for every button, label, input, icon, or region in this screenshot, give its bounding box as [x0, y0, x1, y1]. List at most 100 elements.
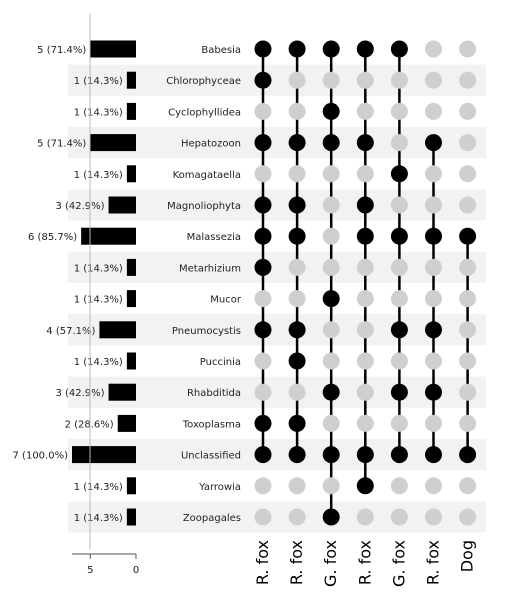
membership-dot-present — [322, 40, 340, 58]
membership-dot-absent — [356, 352, 374, 370]
set-size-label: 3 (42.9%) — [55, 201, 104, 212]
membership-dot-absent — [425, 477, 442, 495]
membership-dot-absent — [288, 71, 306, 89]
membership-dot-absent — [425, 102, 442, 120]
set-size-bar — [126, 165, 136, 183]
membership-dot-absent — [288, 508, 306, 526]
membership-dot-present — [356, 196, 374, 214]
set-size-bar — [117, 414, 136, 432]
set-name-label: Hepatozoon — [181, 139, 241, 150]
row-stripe — [68, 127, 486, 159]
membership-dot-absent — [425, 352, 442, 370]
membership-dots — [254, 40, 477, 526]
row-stripe — [68, 314, 486, 346]
set-name-label: Puccinia — [200, 357, 241, 368]
sample-label: R. fox — [424, 540, 443, 585]
set-name-label: Mucor — [210, 295, 242, 306]
membership-dot-present — [390, 227, 408, 245]
row-stripe — [68, 501, 486, 533]
membership-dot-absent — [459, 102, 477, 120]
sample-label: Dog — [458, 540, 477, 572]
row-stripe — [68, 251, 486, 283]
set-size-label: 2 (28.6%) — [65, 419, 114, 430]
set-name-label: Malassezia — [187, 232, 241, 243]
membership-dot-absent — [459, 414, 477, 432]
membership-dot-absent — [459, 258, 477, 276]
membership-dot-absent — [390, 414, 408, 432]
membership-dot-present — [254, 258, 272, 276]
set-name-label: Toxoplasma — [182, 419, 241, 430]
set-size-label: 1 (14.3%) — [74, 76, 123, 87]
membership-dot-present — [322, 446, 340, 464]
membership-dot-absent — [459, 383, 477, 401]
membership-dot-absent — [356, 321, 374, 339]
membership-dot-present — [254, 71, 272, 89]
set-size-bar — [108, 196, 136, 214]
membership-dot-absent — [254, 102, 272, 120]
membership-dot-absent — [459, 352, 477, 370]
membership-dot-present — [356, 477, 374, 495]
set-size-bar — [126, 290, 136, 308]
membership-dot-absent — [288, 258, 306, 276]
set-size-bar — [99, 321, 136, 339]
membership-dot-absent — [425, 414, 442, 432]
membership-dot-absent — [288, 477, 306, 495]
set-name-label: Zoopagales — [183, 513, 241, 524]
membership-dot-absent — [390, 134, 408, 152]
row-stripe — [68, 189, 486, 221]
membership-dot-absent — [425, 40, 442, 58]
membership-dot-absent — [390, 352, 408, 370]
membership-dot-absent — [356, 258, 374, 276]
membership-dot-present — [390, 165, 408, 183]
membership-dot-present — [322, 102, 340, 120]
membership-dot-absent — [459, 196, 477, 214]
set-name-label: Cyclophyllidea — [168, 107, 241, 118]
membership-dot-present — [322, 508, 340, 526]
set-size-label: 3 (42.9%) — [55, 388, 104, 399]
membership-dot-absent — [254, 352, 272, 370]
membership-dot-present — [254, 321, 272, 339]
set-size-bar — [72, 446, 136, 464]
membership-dot-absent — [288, 383, 306, 401]
set-size-bar — [126, 508, 136, 526]
membership-dot-absent — [322, 165, 340, 183]
set-size-label: 1 (14.3%) — [74, 263, 123, 274]
membership-dot-absent — [322, 71, 340, 89]
membership-dot-present — [356, 227, 374, 245]
set-size-label: 6 (85.7%) — [28, 232, 77, 243]
membership-dot-absent — [459, 165, 477, 183]
membership-dot-absent — [425, 258, 442, 276]
membership-dot-absent — [425, 508, 442, 526]
membership-dot-present — [390, 383, 408, 401]
set-size-label: 4 (57.1%) — [46, 326, 95, 337]
row-stripes — [68, 64, 486, 533]
membership-dot-absent — [425, 71, 442, 89]
row-stripe — [68, 64, 486, 96]
bar-axis-tick-label: 0 — [133, 565, 139, 576]
set-name-labels: Babesia Chlorophyceae Cyclophyllidea Hepato… — [166, 45, 242, 524]
set-size-label: 1 (14.3%) — [74, 107, 123, 118]
set-size-bar — [108, 383, 136, 401]
set-size-bar — [126, 71, 136, 89]
set-size-label: 1 (14.3%) — [74, 170, 123, 181]
membership-dot-absent — [322, 477, 340, 495]
membership-dot-absent — [356, 414, 374, 432]
membership-dot-present — [254, 227, 272, 245]
membership-dot-absent — [425, 290, 442, 308]
membership-dot-absent — [254, 165, 272, 183]
membership-dot-absent — [288, 290, 306, 308]
membership-dot-absent — [459, 477, 477, 495]
bar-axis-tick-label: 5 — [87, 565, 93, 576]
membership-dot-absent — [356, 383, 374, 401]
membership-dot-present — [390, 321, 408, 339]
membership-dot-absent — [390, 477, 408, 495]
set-size-label: 5 (71.4%) — [37, 139, 86, 150]
membership-dot-absent — [356, 71, 374, 89]
membership-dot-absent — [322, 196, 340, 214]
membership-dot-absent — [390, 71, 408, 89]
membership-dot-absent — [425, 165, 442, 183]
membership-dot-present — [356, 134, 374, 152]
set-size-label: 5 (71.4%) — [37, 45, 86, 56]
membership-dot-absent — [254, 383, 272, 401]
